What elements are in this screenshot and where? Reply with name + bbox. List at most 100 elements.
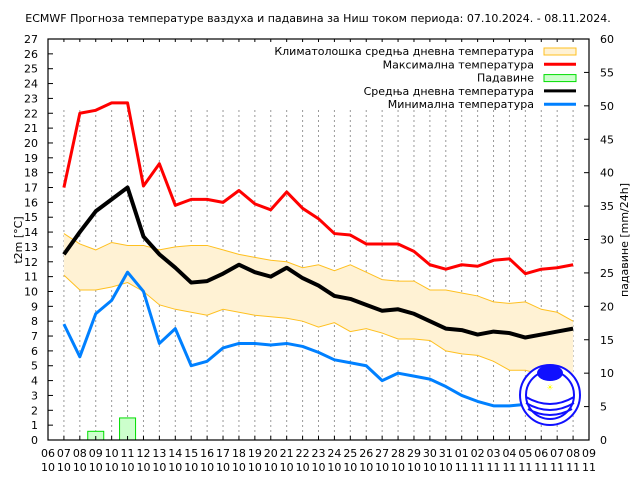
x-tick-label: 29 — [407, 447, 421, 460]
x-tick-label: 10 — [423, 461, 437, 474]
y2-tick-label: 10 — [600, 367, 614, 380]
x-tick-label: 10 — [136, 461, 150, 474]
y-tick-label: 17 — [24, 182, 38, 195]
y-tick-label: 23 — [24, 92, 38, 105]
x-tick-label: 07 — [550, 447, 564, 460]
x-tick-label: 10 — [327, 461, 341, 474]
y2-tick-label: 40 — [600, 167, 614, 180]
x-tick-label: 10 — [73, 461, 87, 474]
x-tick-label: 28 — [391, 447, 405, 460]
x-tick-label: 10 — [89, 461, 103, 474]
x-tick-label: 22 — [296, 447, 310, 460]
y-tick-label: 11 — [24, 271, 38, 284]
y-tick-label: 26 — [24, 48, 38, 61]
y-tick-label: 24 — [24, 78, 38, 91]
y-tick-label: 22 — [24, 107, 38, 120]
x-tick-label: 11 — [534, 461, 548, 474]
y2-tick-label: 25 — [600, 267, 614, 280]
x-tick-label: 10 — [391, 461, 405, 474]
y-tick-label: 19 — [24, 152, 38, 165]
y-tick-label: 8 — [31, 315, 38, 328]
x-tick-label: 11 — [471, 461, 485, 474]
x-tick-label: 11 — [566, 461, 580, 474]
y2-tick-label: 20 — [600, 300, 614, 313]
x-tick-label: 10 — [105, 461, 119, 474]
x-tick-label: 12 — [136, 447, 150, 460]
x-tick-label: 07 — [57, 447, 71, 460]
legend-label: Климатолошка средња дневна температура — [274, 45, 534, 58]
x-tick-label: 10 — [264, 461, 278, 474]
chart-title: ECMWF Прогноза температуре ваздуха и пад… — [25, 12, 611, 25]
x-tick-label: 02 — [471, 447, 485, 460]
x-tick-label: 11 — [502, 461, 516, 474]
x-tick-label: 10 — [121, 461, 135, 474]
x-tick-label: 10 — [232, 461, 246, 474]
x-tick-label: 10 — [200, 461, 214, 474]
y-tick-label: 25 — [24, 63, 38, 76]
y2-tick-label: 45 — [600, 133, 614, 146]
y-tick-label: 27 — [24, 33, 38, 46]
x-tick-label: 10 — [152, 461, 166, 474]
y-tick-label: 13 — [24, 241, 38, 254]
x-tick-label: 10 — [296, 461, 310, 474]
x-tick-label: 05 — [518, 447, 532, 460]
y2-tick-label: 50 — [600, 100, 614, 113]
x-tick-label: 10 — [184, 461, 198, 474]
x-tick-label: 10 — [375, 461, 389, 474]
y-tick-label: 15 — [24, 211, 38, 224]
x-tick-label: 11 — [582, 461, 596, 474]
x-tick-label: 10 — [248, 461, 262, 474]
svg-text:☀: ☀ — [546, 383, 553, 392]
x-tick-label: 19 — [248, 447, 262, 460]
y-tick-label: 5 — [31, 360, 38, 373]
x-tick-label: 08 — [73, 447, 87, 460]
y-tick-label: 4 — [31, 375, 38, 388]
x-tick-label: 03 — [487, 447, 501, 460]
x-tick-label: 10 — [312, 461, 326, 474]
x-tick-label: 01 — [455, 447, 469, 460]
x-tick-label: 10 — [105, 447, 119, 460]
legend-label: Минимална температура — [388, 98, 534, 111]
y-tick-label: 6 — [31, 345, 38, 358]
x-tick-label: 11 — [487, 461, 501, 474]
y-tick-label: 16 — [24, 196, 38, 209]
x-tick-label: 11 — [121, 447, 135, 460]
y-tick-label: 20 — [24, 137, 38, 150]
x-tick-label: 13 — [152, 447, 166, 460]
x-tick-label: 20 — [264, 447, 278, 460]
x-tick-label: 16 — [200, 447, 214, 460]
x-tick-label: 18 — [232, 447, 246, 460]
x-tick-label: 11 — [518, 461, 532, 474]
y2-tick-label: 60 — [600, 33, 614, 46]
y-tick-label: 0 — [31, 434, 38, 447]
x-tick-label: 09 — [89, 447, 103, 460]
legend-swatch — [544, 48, 576, 55]
x-tick-label: 17 — [216, 447, 230, 460]
y2-tick-label: 35 — [600, 200, 614, 213]
legend-label: Максимална температура — [383, 58, 534, 71]
y-tick-label: 3 — [31, 389, 38, 402]
legend-label: Средња дневна температура — [364, 85, 534, 98]
x-tick-label: 10 — [407, 461, 421, 474]
x-tick-label: 06 — [534, 447, 548, 460]
y2-tick-label: 55 — [600, 66, 614, 79]
y-tick-label: 2 — [31, 404, 38, 417]
x-tick-label: 08 — [566, 447, 580, 460]
y2-tick-label: 0 — [600, 434, 607, 447]
x-tick-label: 11 — [455, 461, 469, 474]
y2-tick-label: 30 — [600, 234, 614, 247]
x-tick-label: 10 — [343, 461, 357, 474]
y-axis-label: t2m [°C] — [12, 216, 25, 263]
y-tick-label: 14 — [24, 226, 38, 239]
y2-axis-label: падавине [mm/24h] — [618, 183, 631, 297]
x-tick-label: 27 — [375, 447, 389, 460]
x-tick-label: 04 — [502, 447, 516, 460]
legend-label: Падавине — [477, 72, 534, 85]
x-tick-label: 10 — [280, 461, 294, 474]
x-tick-label: 10 — [168, 461, 182, 474]
x-tick-label: 09 — [582, 447, 596, 460]
y-tick-label: 21 — [24, 122, 38, 135]
x-tick-label: 24 — [327, 447, 341, 460]
legend: Климатолошка средња дневна температураМа… — [274, 45, 576, 111]
